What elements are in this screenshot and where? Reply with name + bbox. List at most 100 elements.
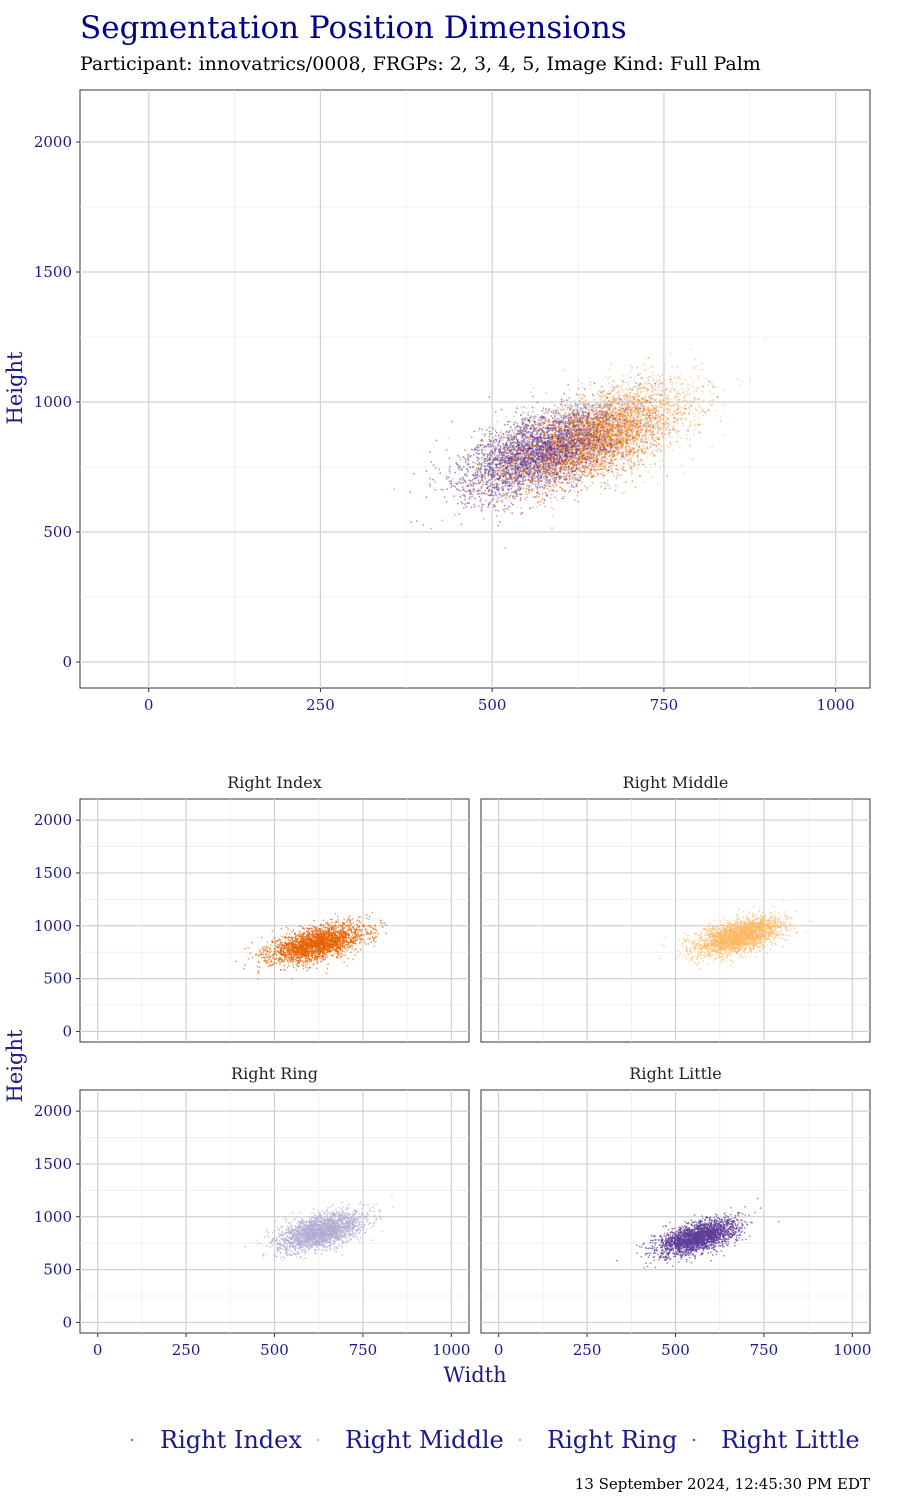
- data-point: [639, 387, 641, 389]
- data-point: [617, 384, 619, 386]
- data-point: [604, 464, 606, 466]
- data-point: [660, 421, 662, 423]
- data-point: [671, 382, 673, 384]
- data-point: [667, 388, 669, 390]
- data-point: [676, 393, 678, 395]
- data-point: [643, 406, 645, 408]
- data-point: [591, 382, 593, 384]
- data-point: [634, 446, 636, 448]
- data-point: [628, 401, 630, 403]
- data-point: [658, 383, 660, 385]
- data-point: [682, 423, 684, 425]
- data-point: [654, 388, 656, 390]
- data-point: [624, 402, 626, 404]
- data-point: [698, 401, 700, 403]
- data-point: [630, 392, 632, 394]
- data-point: [619, 394, 621, 396]
- data-point: [626, 418, 628, 420]
- data-point: [662, 437, 664, 439]
- data-point: [641, 384, 643, 386]
- data-point: [615, 490, 617, 492]
- data-point: [530, 415, 532, 417]
- data-point: [667, 418, 669, 420]
- data-point: [604, 394, 606, 396]
- data-point: [668, 410, 670, 412]
- data-point: [579, 403, 581, 405]
- data-point: [603, 400, 605, 402]
- data-point: [614, 465, 616, 467]
- data-point: [764, 338, 766, 340]
- data-point: [448, 437, 450, 439]
- data-point: [466, 473, 468, 475]
- data-point: [686, 387, 688, 389]
- data-point: [669, 441, 671, 443]
- data-point: [614, 414, 616, 416]
- data-point: [635, 440, 637, 442]
- data-point: [632, 453, 634, 455]
- data-point: [588, 451, 590, 453]
- data-point: [625, 382, 627, 384]
- data-point: [583, 461, 585, 463]
- data-point: [693, 419, 695, 421]
- data-point: [665, 390, 667, 392]
- data-point: [498, 483, 500, 485]
- data-point: [588, 378, 590, 380]
- data-point: [680, 413, 682, 415]
- data-point: [520, 407, 522, 409]
- data-point: [657, 415, 659, 417]
- data-point: [568, 389, 570, 391]
- data-point: [606, 463, 608, 465]
- data-point: [610, 364, 612, 366]
- data-point: [719, 417, 721, 419]
- data-point: [694, 416, 696, 418]
- data-point: [737, 378, 739, 380]
- data-point: [675, 413, 677, 415]
- data-point: [607, 378, 609, 380]
- data-point: [584, 400, 586, 402]
- data-point: [627, 402, 629, 404]
- data-point: [574, 499, 576, 501]
- data-point: [574, 490, 576, 492]
- data-point: [556, 484, 558, 486]
- data-point: [563, 493, 565, 495]
- data-point: [573, 482, 575, 484]
- data-point: [578, 474, 580, 476]
- data-point: [639, 462, 641, 464]
- data-point: [663, 369, 665, 371]
- data-point: [582, 400, 584, 402]
- data-point: [632, 409, 634, 411]
- data-point: [589, 388, 591, 390]
- data-point: [689, 444, 691, 446]
- data-point: [709, 391, 711, 393]
- data-point: [656, 379, 658, 381]
- data-point: [687, 393, 689, 395]
- data-point: [654, 463, 656, 465]
- data-point: [576, 474, 578, 476]
- data-point: [684, 379, 686, 381]
- data-point: [679, 394, 681, 396]
- data-point: [656, 381, 658, 383]
- data-point: [659, 379, 661, 381]
- data-point: [629, 419, 631, 421]
- data-point: [617, 412, 619, 414]
- data-point: [629, 443, 631, 445]
- data-point: [602, 472, 604, 474]
- data-point: [526, 493, 528, 495]
- data-point: [499, 500, 501, 502]
- data-point: [642, 390, 644, 392]
- data-point: [533, 488, 535, 490]
- data-point: [645, 466, 647, 468]
- data-point: [672, 450, 674, 452]
- data-point: [605, 394, 607, 396]
- data-point: [560, 405, 562, 407]
- data-point: [694, 368, 696, 370]
- data-point: [608, 390, 610, 392]
- data-point: [654, 449, 656, 451]
- data-point: [675, 431, 677, 433]
- data-point: [582, 396, 584, 398]
- data-point: [599, 427, 601, 429]
- data-point: [687, 384, 689, 386]
- data-point: [605, 376, 607, 378]
- data-point: [650, 434, 652, 436]
- data-point: [557, 467, 559, 469]
